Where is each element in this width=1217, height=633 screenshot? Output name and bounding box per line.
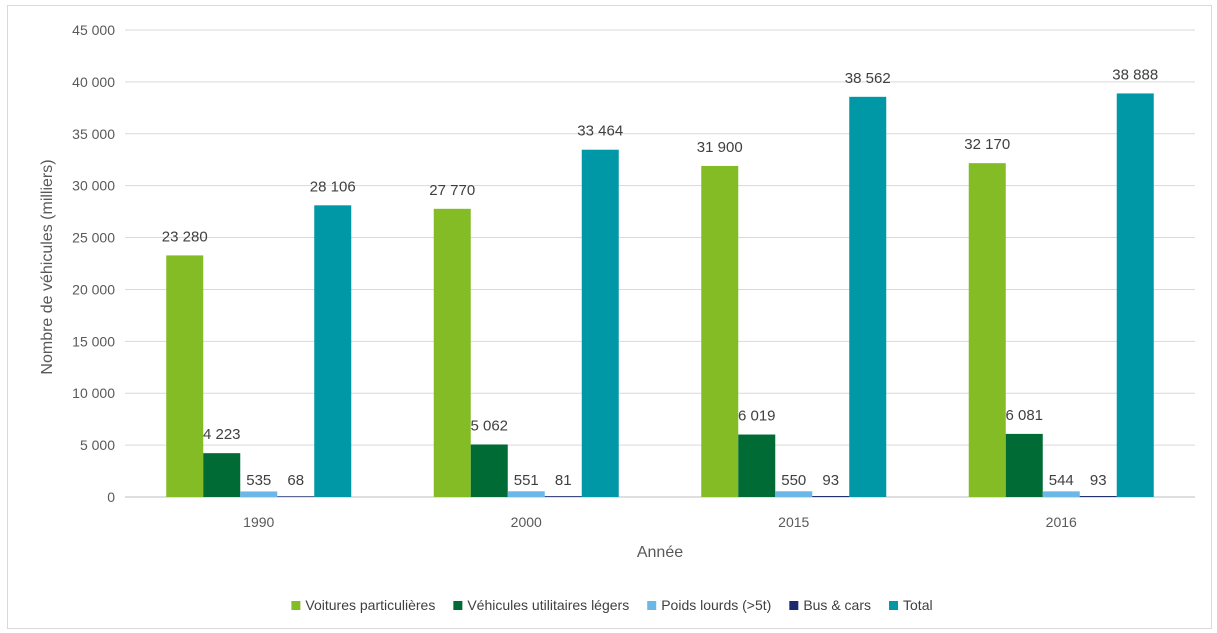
data-label: 81 <box>555 472 572 489</box>
bar <box>1005 433 1043 497</box>
x-axis-title: Année <box>637 544 683 561</box>
data-label: 27 770 <box>429 182 475 199</box>
bar <box>277 496 315 497</box>
y-tick-label: 45 000 <box>72 22 115 38</box>
y-tick-label: 10 000 <box>72 385 115 401</box>
legend-swatch <box>789 601 799 610</box>
legend-label: Voitures particulières <box>305 597 435 613</box>
bar <box>968 163 1006 497</box>
y-tick-label: 25 000 <box>72 230 115 246</box>
x-axis-ticks: 1990 2000 2015 2016 <box>243 514 1077 530</box>
data-label: 6 081 <box>1005 407 1043 424</box>
data-label: 32 170 <box>964 136 1010 153</box>
data-label: 93 <box>822 472 839 489</box>
data-label: 31 900 <box>697 139 743 156</box>
legend-label: Véhicules utilitaires légers <box>467 597 629 613</box>
x-tick-label: 1990 <box>243 514 274 530</box>
bar <box>738 434 776 497</box>
x-tick-label: 2015 <box>778 514 809 530</box>
data-labels: 23 280 4 223 535 68 28 106 27 770 5 062 551 81 33… <box>162 66 1158 489</box>
y-tick-label: 20 000 <box>72 281 115 297</box>
bar <box>812 496 850 497</box>
legend-label: Poids lourds (>5t) <box>661 597 771 613</box>
bars <box>166 93 1154 497</box>
bar <box>1079 496 1117 497</box>
x-tick-label: 2016 <box>1046 514 1077 530</box>
bar <box>544 496 582 497</box>
legend-swatch <box>889 601 899 610</box>
bar <box>507 491 545 497</box>
data-label: 4 223 <box>203 426 241 443</box>
bar <box>701 165 739 497</box>
data-label: 544 <box>1049 472 1074 489</box>
bar <box>314 205 352 497</box>
legend-label: Total <box>903 597 933 613</box>
bar <box>1042 491 1080 497</box>
y-tick-label: 0 <box>107 489 115 505</box>
bar <box>849 96 887 497</box>
data-label: 93 <box>1090 472 1107 489</box>
data-label: 6 019 <box>738 408 776 425</box>
data-label: 550 <box>781 472 806 489</box>
legend-swatch <box>647 601 657 610</box>
data-label: 28 106 <box>310 178 356 195</box>
bar <box>1116 93 1154 497</box>
bar <box>166 255 204 497</box>
data-label: 551 <box>514 472 539 489</box>
data-label: 5 062 <box>470 417 508 434</box>
y-tick-label: 5 000 <box>80 437 115 453</box>
legend-label: Bus & cars <box>803 597 871 613</box>
data-label: 535 <box>246 472 271 489</box>
data-label: 68 <box>287 472 304 489</box>
legend-swatch <box>291 601 301 610</box>
bar <box>203 453 241 497</box>
data-label: 33 464 <box>577 123 623 140</box>
data-label: 38 888 <box>1112 66 1158 83</box>
y-axis-ticks: 0 5 000 10 000 15 000 20 000 25 000 30 000 35 0… <box>72 22 115 505</box>
data-label: 23 280 <box>162 228 208 245</box>
legend: Voitures particulières Véhicules utilitai… <box>291 597 933 613</box>
bar <box>581 149 619 497</box>
bar <box>470 444 508 497</box>
y-tick-label: 40 000 <box>72 74 115 90</box>
data-label: 38 562 <box>845 70 891 87</box>
y-axis-title: Nombre de véhicules (milliers) <box>39 159 56 374</box>
bar <box>775 491 813 497</box>
bar <box>433 208 471 497</box>
x-tick-label: 2000 <box>511 514 542 530</box>
y-tick-label: 15 000 <box>72 333 115 349</box>
y-tick-label: 30 000 <box>72 178 115 194</box>
y-tick-label: 35 000 <box>72 126 115 142</box>
gridlines <box>125 29 1195 498</box>
bar <box>240 491 278 497</box>
legend-swatch <box>453 601 463 610</box>
